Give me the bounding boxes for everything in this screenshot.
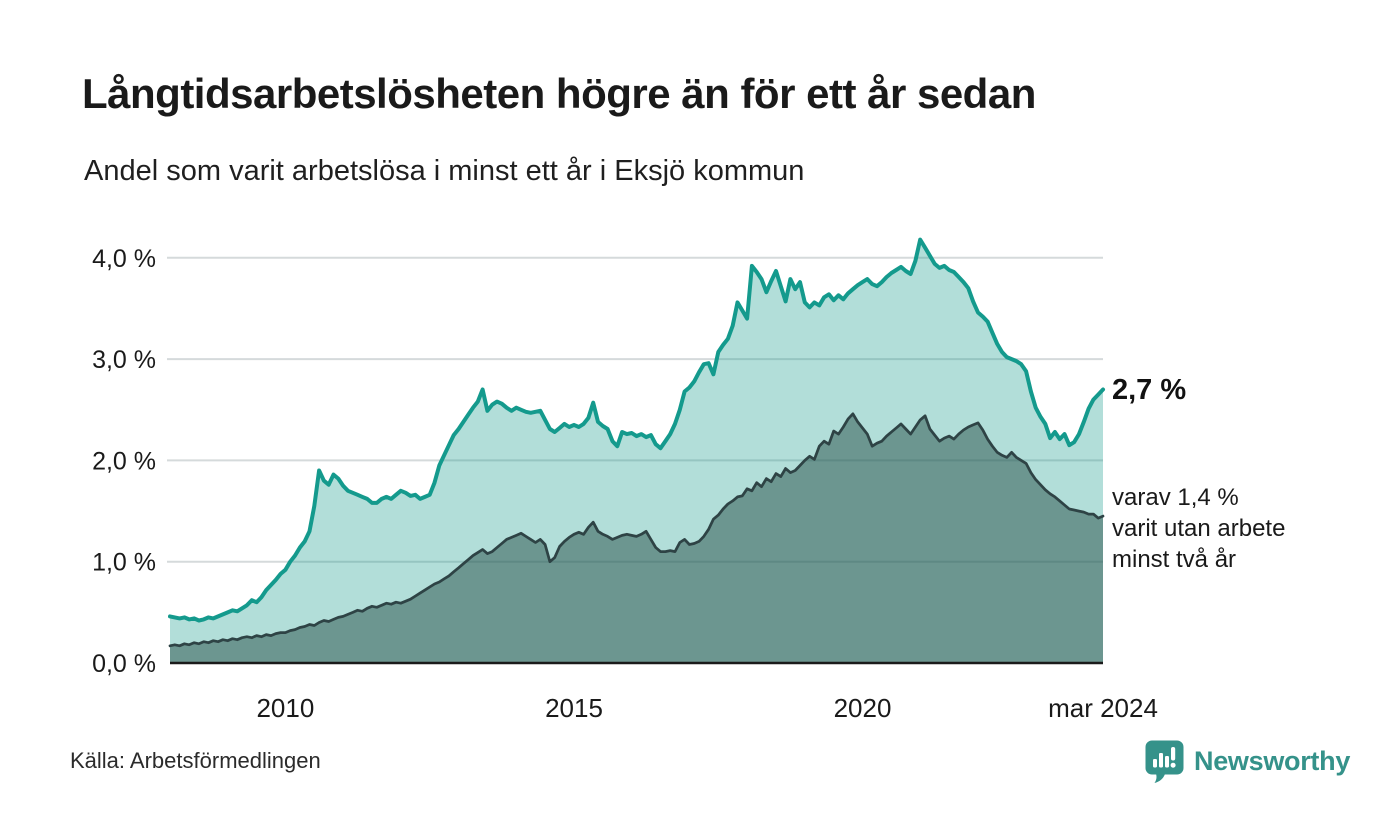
x-axis-tick-label: mar 2024: [1048, 693, 1158, 723]
x-axis-tick-label: 2015: [545, 693, 603, 723]
line-series-2: [168, 412, 1105, 648]
y-axis-tick-label: 1,0 %: [92, 549, 156, 577]
two-year-annotation-line1: varav 1,4 %: [1112, 484, 1239, 511]
newsworthy-logo: Newsworthy: [1144, 738, 1350, 784]
y-axis-tick-label: 2,0 %: [92, 447, 156, 475]
source-caption: Källa: Arbetsförmedlingen: [70, 748, 321, 773]
newsworthy-wordmark: Newsworthy: [1194, 745, 1351, 776]
line-series-1: [168, 237, 1105, 623]
area-fill-series-2: [170, 413, 1103, 663]
y-axis-tick-label: 3,0 %: [92, 346, 156, 374]
x-axis-tick-label: 2010: [256, 693, 314, 723]
newsworthy-bubble-chart-icon: [1145, 740, 1184, 783]
two-year-annotation-line3: minst två år: [1112, 546, 1237, 573]
y-axis-tick-label: 4,0 %: [92, 245, 156, 273]
chart-subtitle: Andel som varit arbetslösa i minst ett å…: [84, 155, 805, 187]
two-year-annotation-line2: varit utan arbete: [1112, 515, 1286, 542]
two-year-annotation: varav 1,4 % varit utan arbete minst två …: [1112, 482, 1285, 575]
latest-value-annotation: 2,7 %: [1112, 374, 1187, 406]
x-axis-tick-label: 2020: [834, 693, 892, 723]
page-title: Långtidsarbetslösheten högre än för ett …: [82, 70, 1036, 117]
y-axis-tick-label: 0,0 %: [92, 650, 156, 678]
